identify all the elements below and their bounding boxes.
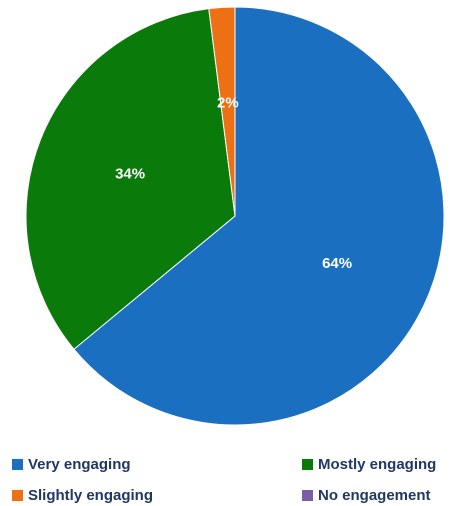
legend-item-no-engagement: No engagement [302, 484, 431, 506]
legend-item-mostly-engaging: Mostly engaging [302, 453, 436, 475]
legend-swatch-mostly-engaging [302, 458, 313, 470]
data-label-mostly-engaging: 34% [115, 165, 145, 182]
pie-chart-svg: 64% 34% 2% [25, 6, 445, 426]
legend-label-no-engagement: No engagement [318, 486, 431, 504]
pie-slice-mostly-engaging [25, 8, 236, 350]
legend-label-mostly-engaging: Mostly engaging [318, 455, 437, 473]
legend-item-very-engaging: Very engaging [12, 453, 131, 475]
legend-label-slightly-engaging: Slightly engaging [28, 486, 154, 504]
legend-label-very-engaging: Very engaging [28, 455, 131, 473]
pie-chart: 64% 34% 2% [25, 6, 445, 426]
chart-legend: Very engaging Mostly engaging Slightly e… [0, 448, 460, 506]
pie-slice-very-engaging [73, 6, 445, 426]
data-label-slightly-engaging: 2% [217, 94, 239, 111]
legend-swatch-no-engagement [302, 489, 313, 501]
pie-slice-slightly-engaging [208, 6, 236, 217]
legend-swatch-slightly-engaging [12, 489, 23, 501]
legend-swatch-very-engaging [12, 458, 23, 470]
legend-item-slightly-engaging: Slightly engaging [12, 484, 153, 506]
data-label-very-engaging: 64% [322, 255, 352, 272]
